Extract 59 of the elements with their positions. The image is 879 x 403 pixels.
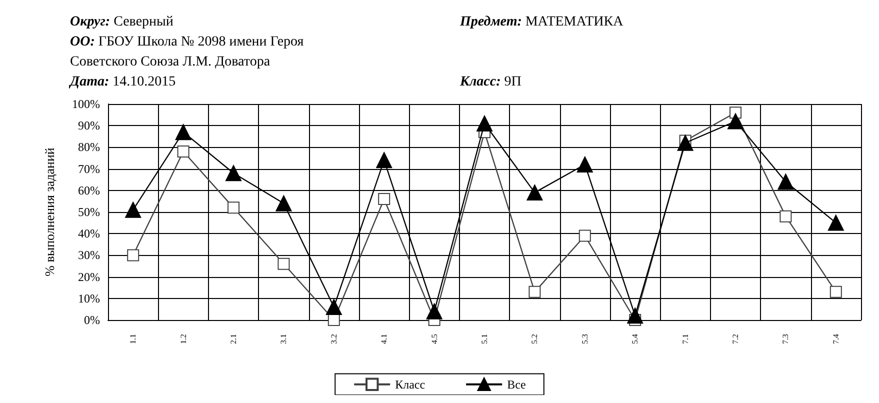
x-tick-label: 5.1 (480, 334, 489, 344)
point (226, 165, 242, 182)
x-tick-label: 1.1 (128, 334, 138, 344)
point (627, 308, 644, 324)
point (175, 124, 192, 140)
point (778, 174, 794, 190)
point (578, 230, 591, 242)
x-tick-label: 5.4 (630, 334, 640, 344)
point (426, 303, 442, 320)
y-tick-label: 60% (78, 183, 100, 198)
point (378, 193, 390, 206)
x-tick-label: 3.1 (279, 334, 288, 344)
x-tick-label: 1.2 (178, 334, 188, 344)
point (278, 258, 290, 270)
y-tick-label: 40% (78, 226, 100, 241)
y-tick-label: 100% (72, 97, 100, 111)
y-tick-label: 10% (78, 291, 100, 306)
point (228, 202, 240, 214)
y-tick-label: 0% (84, 313, 100, 327)
y-axis-title: % выполнения заданий (42, 148, 57, 276)
legend-label: Все (507, 377, 526, 392)
point (780, 210, 792, 222)
point (125, 202, 142, 218)
point (728, 113, 744, 130)
point (828, 214, 844, 231)
y-tick-label: 30% (78, 248, 100, 262)
point (127, 249, 140, 262)
point (376, 152, 392, 168)
legend-label: Класс (395, 377, 426, 392)
x-tick-label: 2.1 (229, 334, 238, 344)
point (328, 314, 340, 326)
point (528, 286, 541, 298)
x-tick-label: 4.1 (380, 334, 389, 344)
y-tick-label: 20% (78, 270, 100, 284)
point (326, 299, 342, 316)
text: ОО: ГБОУ Школа № 2098 имени Героя Советского Союза Л.М. Доватора (70, 34, 304, 70)
x-tick-label: 3.2 (329, 334, 338, 344)
y-tick-label: 80% (78, 140, 100, 154)
text: Класс: 9П (459, 74, 522, 90)
y-tick-label: 70% (78, 162, 100, 176)
y-tick-label: 50% (78, 205, 100, 219)
x-tick-label: 7.2 (731, 334, 740, 344)
x-tick-label: 7.1 (680, 334, 690, 344)
point (276, 195, 292, 212)
x-tick-label: 5.2 (530, 334, 540, 344)
point (830, 286, 842, 298)
text: Округ: Северный (70, 14, 174, 30)
x-tick-label: 4.5 (430, 334, 439, 344)
y-tick-label: 90% (78, 118, 100, 133)
text: Предмет: МАТЕМАТИКА (459, 14, 624, 30)
x-tick-label: 7.4 (831, 334, 840, 344)
point (177, 146, 190, 158)
point (526, 184, 543, 201)
point (677, 134, 694, 151)
x-tick-label: 5.3 (580, 334, 590, 344)
point (476, 115, 492, 132)
point (576, 156, 593, 172)
x-tick-label: 7.3 (781, 334, 790, 344)
text: Дата: 14.10.2015 (68, 74, 176, 90)
